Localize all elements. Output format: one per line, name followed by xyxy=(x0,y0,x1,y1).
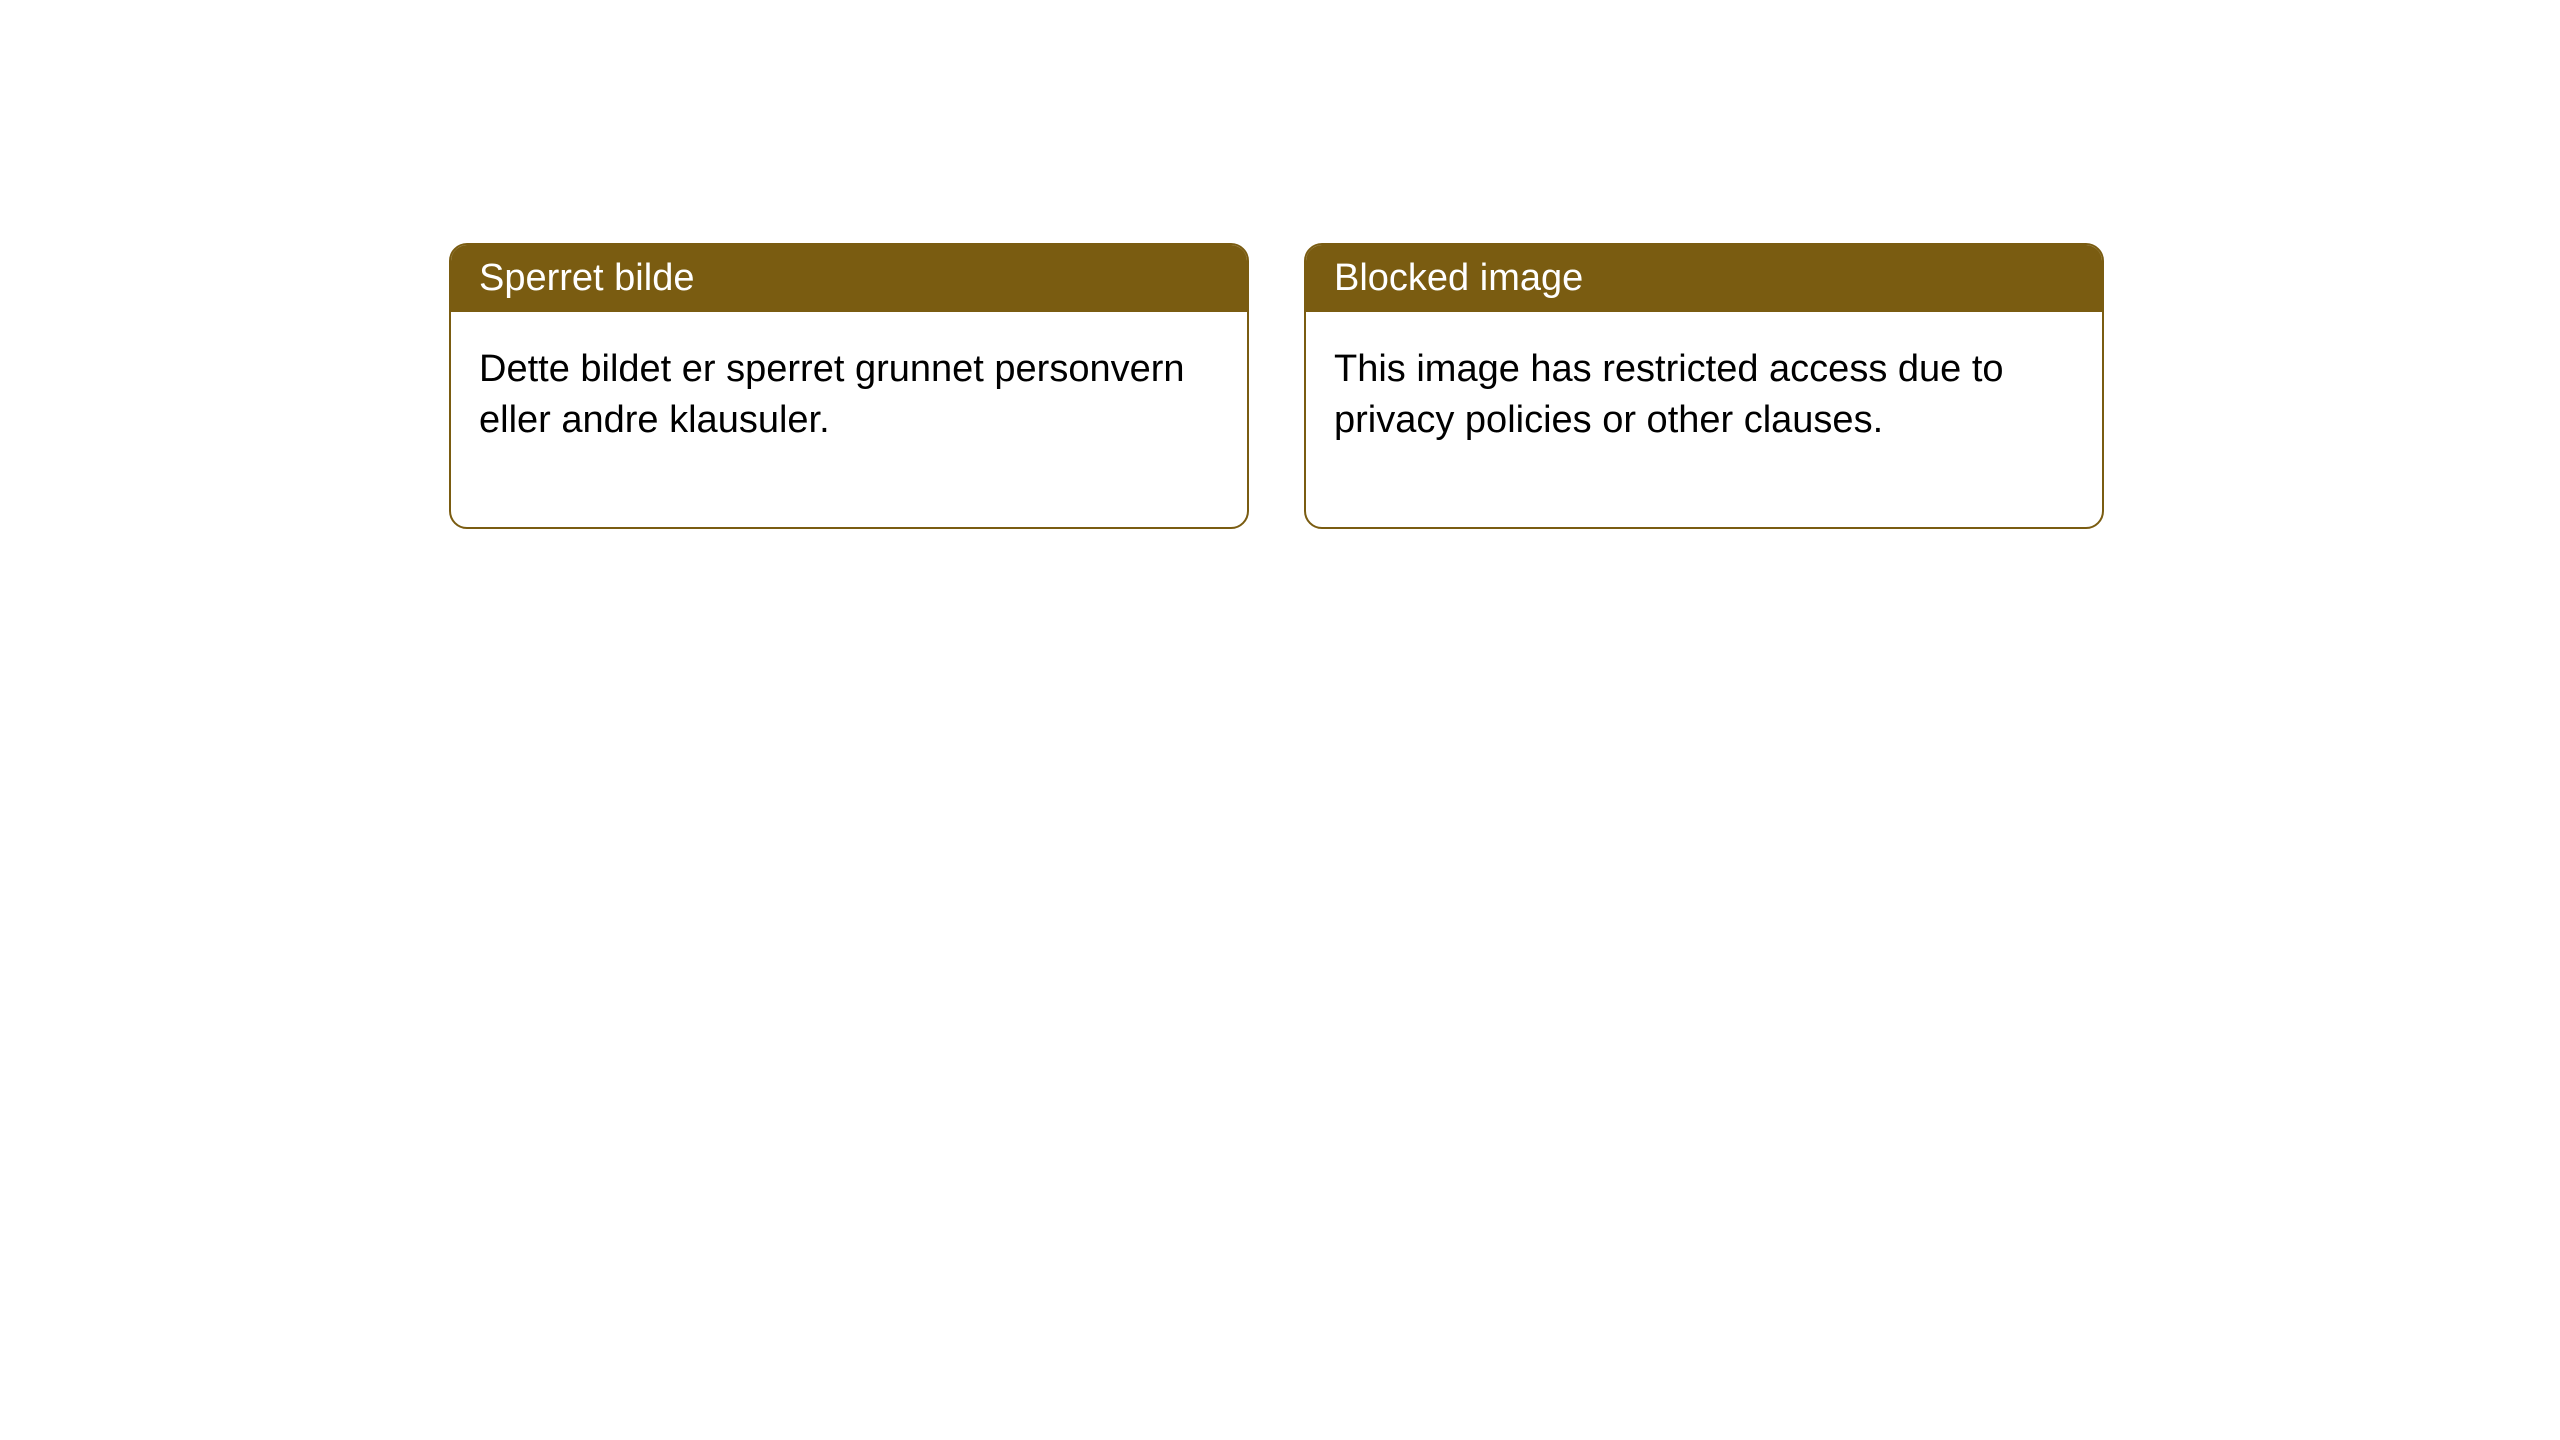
card-body: This image has restricted access due to … xyxy=(1306,312,2102,527)
card-header: Blocked image xyxy=(1306,245,2102,312)
card-body: Dette bildet er sperret grunnet personve… xyxy=(451,312,1247,527)
card-title: Sperret bilde xyxy=(479,257,694,299)
card-title: Blocked image xyxy=(1334,257,1583,299)
card-header: Sperret bilde xyxy=(451,245,1247,312)
notice-cards-container: Sperret bilde Dette bildet er sperret gr… xyxy=(449,243,2104,529)
notice-card-english: Blocked image This image has restricted … xyxy=(1304,243,2104,529)
card-body-text: This image has restricted access due to … xyxy=(1334,348,2004,441)
notice-card-norwegian: Sperret bilde Dette bildet er sperret gr… xyxy=(449,243,1249,529)
card-body-text: Dette bildet er sperret grunnet personve… xyxy=(479,348,1185,441)
